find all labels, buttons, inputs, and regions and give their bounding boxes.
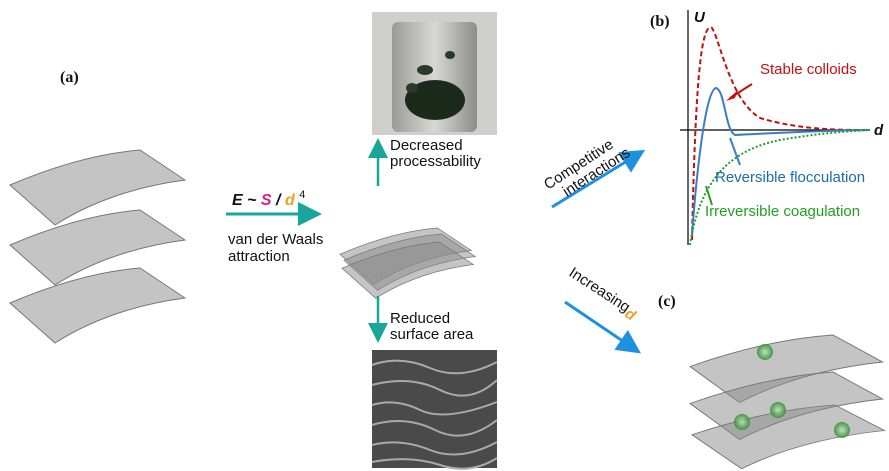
- rotated-caption: Competitive interactions: [541, 131, 633, 207]
- figure: (a) E ~ S / d 4 van der Waals attraction…: [0, 0, 889, 471]
- caption: van der Waals: [228, 231, 323, 248]
- curve-label: Stable colloids: [760, 61, 857, 78]
- formula-tilde: ~: [247, 192, 257, 209]
- caption: Decreased: [390, 137, 463, 154]
- caption: surface area: [390, 326, 474, 343]
- curve-label: Irreversible coagulation: [705, 203, 860, 220]
- curve-label: Reversible flocculation: [715, 169, 865, 186]
- panel-label: (b): [650, 13, 670, 30]
- spacer: [834, 422, 850, 438]
- sem-image: [372, 350, 497, 469]
- sheet: [10, 150, 185, 225]
- sheet: [10, 210, 185, 285]
- caption: Reduced: [390, 310, 450, 327]
- caption: attraction: [228, 248, 290, 265]
- formula-slash: /: [275, 192, 282, 209]
- photo: [372, 12, 497, 135]
- formula-e: E: [232, 192, 244, 209]
- pointer-head: [726, 90, 738, 101]
- formula-exp: 4: [299, 189, 305, 201]
- spacer: [757, 344, 773, 360]
- curve: [690, 130, 870, 245]
- caption: processability: [390, 153, 481, 170]
- spacer: [734, 414, 750, 430]
- spacer: [770, 402, 786, 418]
- caption: Increasingd: [564, 264, 642, 325]
- formula: E ~ S / d 4: [232, 189, 305, 209]
- formula-d: d: [285, 192, 296, 209]
- panel-label: (a): [60, 69, 79, 86]
- axis-label: U: [694, 9, 706, 26]
- axis-label: d: [874, 122, 884, 139]
- panel-label: (c): [658, 293, 676, 310]
- sheet: [10, 268, 185, 343]
- formula-s: S: [261, 192, 272, 209]
- pointer: [730, 138, 740, 165]
